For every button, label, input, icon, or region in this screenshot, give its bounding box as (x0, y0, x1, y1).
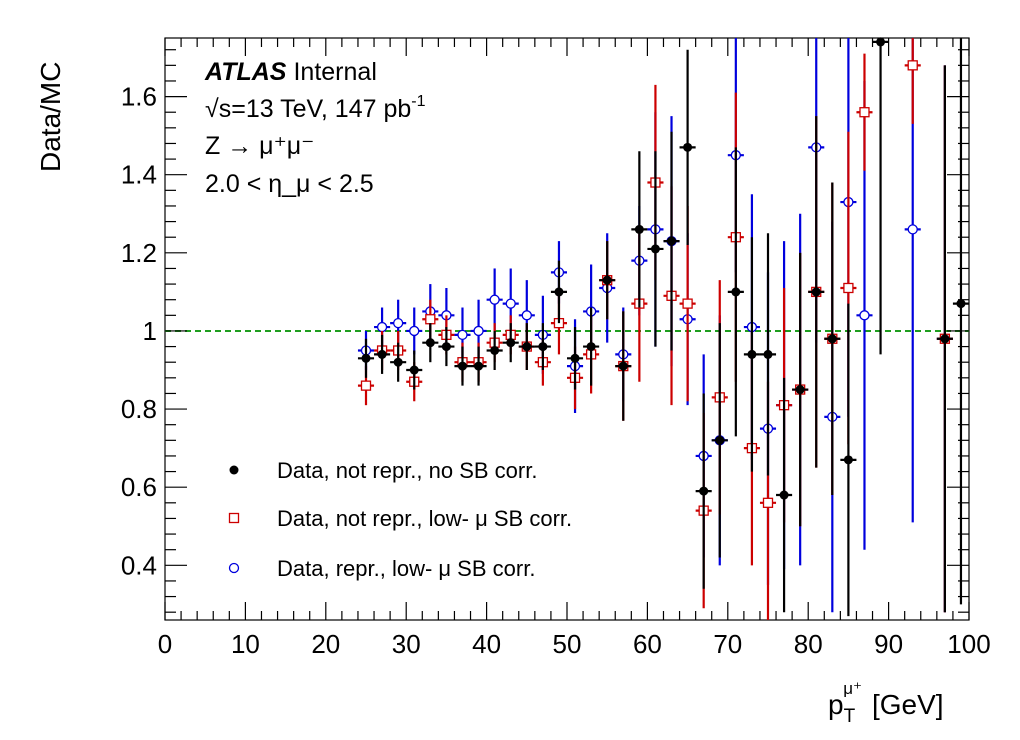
y-tick-label: 0.8 (121, 394, 157, 424)
x-tick-label: 80 (794, 629, 823, 659)
y-axis-title: Data/MC (35, 62, 66, 172)
legend-marker-blue (228, 562, 240, 574)
y-tick-label: 0.6 (121, 472, 157, 502)
energy-label: √s=13 TeV, 147 pb-1 (205, 93, 426, 123)
energy-label-sup: -1 (411, 93, 425, 110)
data-point (457, 329, 468, 341)
atlas-label-experiment: ATLAS (204, 58, 287, 86)
data-point (634, 224, 644, 234)
x-axis-title-unit: [GeV] (872, 689, 944, 720)
x-tick-label: 100 (947, 629, 990, 659)
data-point (505, 298, 516, 309)
x-tick-label: 20 (311, 629, 340, 659)
x-tick-label: 60 (633, 629, 662, 659)
x-tick-label: 0 (158, 629, 172, 659)
x-tick-label: 10 (231, 629, 260, 659)
data-point (425, 314, 436, 325)
data-point (506, 338, 516, 348)
data-point (409, 365, 419, 375)
data-point (843, 455, 853, 465)
data-point (667, 236, 677, 246)
series-0 (357, 37, 969, 617)
x-axis-title-main: p (828, 689, 844, 720)
data-point (409, 325, 420, 337)
data-point (425, 338, 435, 348)
data-point (715, 435, 725, 445)
data-point (521, 310, 532, 321)
y-tick-label: 0.4 (121, 550, 157, 580)
data-point (393, 317, 404, 329)
data-point (762, 497, 774, 508)
data-point (956, 299, 966, 309)
x-tick-label: 30 (392, 629, 421, 659)
data-point (602, 275, 612, 285)
data-point (650, 244, 660, 254)
data-point (377, 349, 387, 359)
data-point (811, 287, 821, 297)
data-point (361, 353, 371, 363)
x-axis-title-sub: T (844, 706, 856, 727)
data-point (940, 334, 950, 344)
atlas-label: ATLAS Internal (204, 58, 377, 86)
y-tick-label: 1.6 (121, 82, 157, 112)
data-point (441, 342, 451, 352)
legend-marker-black (229, 465, 239, 475)
x-tick-label: 70 (713, 629, 742, 659)
x-tick-label: 90 (874, 629, 903, 659)
data-point (393, 357, 403, 367)
data-point (682, 298, 693, 309)
y-tick-label: 1.4 (121, 160, 157, 190)
process-label: Z → μ⁺μ⁻ (205, 132, 314, 160)
legend-label-2: Data, not repr., low- μ SB corr. (277, 506, 572, 531)
data-point (763, 349, 773, 359)
eta-range-label: 2.0 < η_μ < 2.5 (205, 170, 374, 198)
data-point (618, 361, 628, 371)
x-axis-title-sup: μ⁺ (843, 679, 862, 698)
data-point (554, 287, 564, 297)
data-point (859, 310, 870, 321)
data-point (473, 325, 484, 337)
data-point (827, 334, 837, 344)
data-point (522, 342, 532, 352)
legend-label-3: Data, repr., low- μ SB corr. (277, 556, 535, 581)
data-point (474, 361, 484, 371)
data-point (490, 345, 500, 355)
data-point (859, 107, 870, 118)
data-point (731, 287, 741, 297)
data-point (907, 224, 918, 235)
legend-label-1: Data, not repr., no SB corr. (277, 458, 537, 483)
data-point (683, 142, 693, 152)
data-point (876, 37, 886, 47)
x-axis-title: pTμ⁺ [GeV] (828, 679, 944, 727)
y-tick-label: 1 (143, 316, 157, 346)
atlas-label-status: Internal (293, 58, 376, 86)
data-point (586, 342, 596, 352)
data-point (360, 380, 372, 391)
data-point (747, 349, 757, 359)
data-point (907, 60, 918, 71)
y-tick-label: 1.2 (121, 238, 157, 268)
legend-marker-red (228, 512, 240, 524)
data-point (795, 385, 805, 395)
data-point (376, 321, 388, 333)
x-tick-label: 50 (553, 629, 582, 659)
data-point (457, 361, 467, 371)
data-point (699, 486, 709, 496)
legend: Data, not repr., no SB corr. Data, not r… (228, 458, 572, 581)
x-tick-label: 40 (472, 629, 501, 659)
data-point (538, 342, 548, 352)
energy-label-main: √s=13 TeV, 147 pb (205, 95, 411, 123)
data-point (489, 294, 500, 305)
data-point (570, 353, 580, 363)
data-point (779, 490, 789, 500)
data-point (843, 282, 854, 294)
